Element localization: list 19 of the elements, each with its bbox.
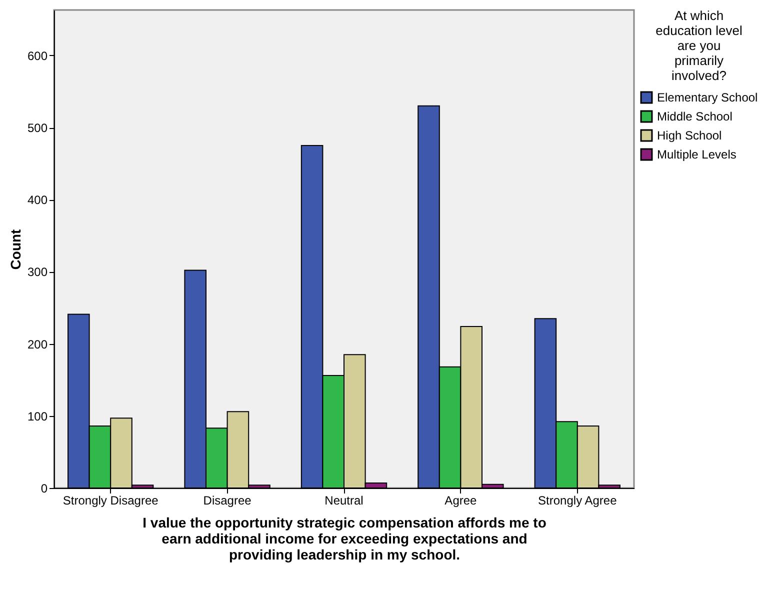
y-tick-label: 200 <box>27 337 48 352</box>
x-axis-title: I value the opportunity strategic compensation affords me to earn additional income for exceeding expectations and providing leadership in my school. <box>142 514 546 562</box>
y-tick-label: 300 <box>27 265 48 280</box>
legend-title: At which education level are you primarily involved? <box>656 8 742 83</box>
legend-label: High School <box>657 128 722 142</box>
y-tick-label: 500 <box>27 121 48 136</box>
y-tick-label: 100 <box>27 409 48 424</box>
y-tick-label: 0 <box>40 482 48 496</box>
y-axis-title: Count <box>7 228 24 270</box>
x-tick-label: Disagree <box>203 494 252 508</box>
y-tick-label: 400 <box>27 193 48 208</box>
x-tick-label: Strongly Agree <box>538 494 618 508</box>
legend-label: Elementary School <box>657 90 758 104</box>
legend-label: Middle School <box>657 110 732 124</box>
y-tick-label: 600 <box>27 48 48 63</box>
x-tick-label: Neutral <box>324 494 364 508</box>
legend-label: Multiple Levels <box>657 148 736 162</box>
x-tick-label: Agree <box>444 494 478 508</box>
x-tick-label: Strongly Disagree <box>62 494 159 508</box>
